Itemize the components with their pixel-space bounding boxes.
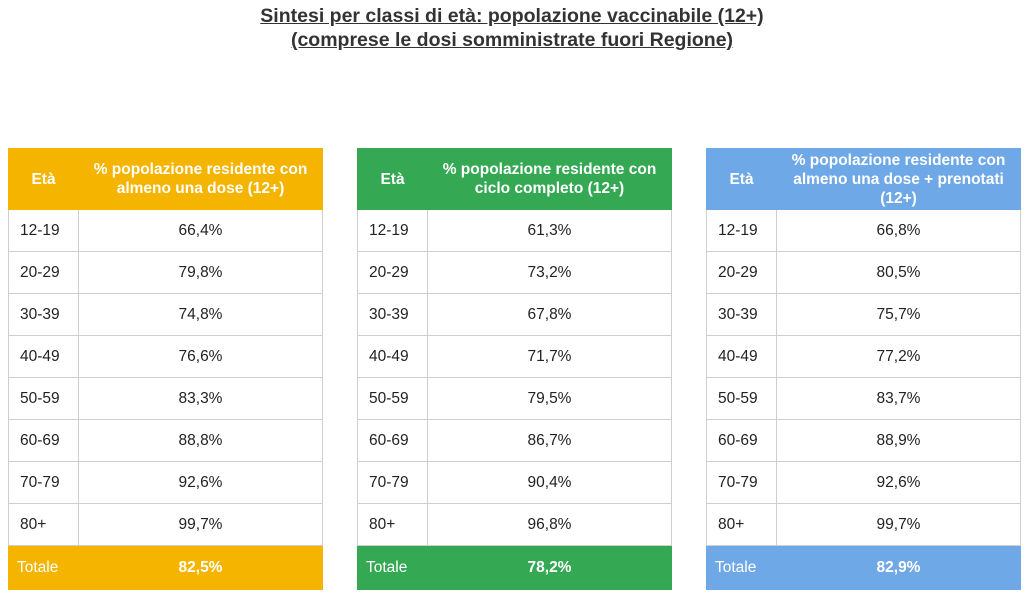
table-row: 40-49 77,2%	[706, 335, 1021, 378]
age-cell: 20-29	[706, 251, 777, 294]
table-header-row: Età % popolazione residente con almeno u…	[8, 148, 323, 210]
age-cell: 30-39	[706, 293, 777, 336]
table-row: 20-29 73,2%	[357, 251, 672, 294]
age-cell: 80+	[706, 503, 777, 546]
header-age: Età	[357, 148, 428, 210]
value-cell: 79,8%	[78, 251, 323, 294]
header-value: % popolazione residente con almeno una d…	[78, 148, 323, 210]
total-row: Totale 78,2%	[357, 545, 672, 590]
header-value: % popolazione residente con almeno una d…	[776, 148, 1021, 210]
age-cell: 40-49	[357, 335, 428, 378]
table-row: 60-69 88,8%	[8, 419, 323, 462]
value-cell: 66,8%	[776, 209, 1021, 252]
value-cell: 61,3%	[427, 209, 672, 252]
table-first-dose-plus-booked: Età % popolazione residente con almeno u…	[706, 148, 1021, 590]
value-cell: 83,3%	[78, 377, 323, 420]
age-cell: 40-49	[8, 335, 79, 378]
page-title: Sintesi per classi di età: popolazione v…	[0, 4, 1024, 52]
table-row: 60-69 88,9%	[706, 419, 1021, 462]
table-full-cycle: Età % popolazione residente con ciclo co…	[357, 148, 672, 590]
table-row: 50-59 83,3%	[8, 377, 323, 420]
age-cell: 80+	[357, 503, 428, 546]
value-cell: 67,8%	[427, 293, 672, 336]
value-cell: 73,2%	[427, 251, 672, 294]
age-cell: 50-59	[706, 377, 777, 420]
table-row: 70-79 90,4%	[357, 461, 672, 504]
table-row: 70-79 92,6%	[706, 461, 1021, 504]
table-row: 30-39 74,8%	[8, 293, 323, 336]
table-row: 30-39 67,8%	[357, 293, 672, 336]
value-cell: 96,8%	[427, 503, 672, 546]
age-cell: 30-39	[357, 293, 428, 336]
value-cell: 77,2%	[776, 335, 1021, 378]
age-cell: 20-29	[8, 251, 79, 294]
table-row: 20-29 79,8%	[8, 251, 323, 294]
age-cell: 70-79	[8, 461, 79, 504]
table-row: 30-39 75,7%	[706, 293, 1021, 336]
age-cell: 50-59	[357, 377, 428, 420]
value-cell: 90,4%	[427, 461, 672, 504]
age-cell: 40-49	[706, 335, 777, 378]
age-cell: 80+	[8, 503, 79, 546]
table-header-row: Età % popolazione residente con almeno u…	[706, 148, 1021, 210]
table-row: 80+ 99,7%	[706, 503, 1021, 546]
age-cell: 50-59	[8, 377, 79, 420]
value-cell: 71,7%	[427, 335, 672, 378]
table-body: 12-19 66,4% 20-29 79,8% 30-39 74,8% 40-49 76,6%…	[8, 209, 323, 590]
value-cell: 86,7%	[427, 419, 672, 462]
total-row: Totale 82,9%	[706, 545, 1021, 590]
title-line-2: (comprese le dosi somministrate fuori Re…	[290, 29, 734, 51]
total-row: Totale 82,5%	[8, 545, 323, 590]
title-line-1: Sintesi per classi di età: popolazione v…	[260, 5, 764, 27]
table-row: 20-29 80,5%	[706, 251, 1021, 294]
age-cell: 12-19	[8, 209, 79, 252]
table-row: 12-19 66,8%	[706, 209, 1021, 252]
age-cell: 70-79	[357, 461, 428, 504]
value-cell: 75,7%	[776, 293, 1021, 336]
table-row: 50-59 79,5%	[357, 377, 672, 420]
total-value: 78,2%	[427, 545, 672, 590]
table-row: 40-49 71,7%	[357, 335, 672, 378]
header-age: Età	[8, 148, 79, 210]
value-cell: 74,8%	[78, 293, 323, 336]
total-value: 82,5%	[78, 545, 323, 590]
value-cell: 99,7%	[776, 503, 1021, 546]
table-header-row: Età % popolazione residente con ciclo co…	[357, 148, 672, 210]
table-body: 12-19 61,3% 20-29 73,2% 30-39 67,8% 40-49 71,7%…	[357, 209, 672, 590]
total-label: Totale	[8, 545, 79, 590]
age-cell: 12-19	[706, 209, 777, 252]
age-cell: 70-79	[706, 461, 777, 504]
total-value: 82,9%	[776, 545, 1021, 590]
table-row: 60-69 86,7%	[357, 419, 672, 462]
age-cell: 12-19	[357, 209, 428, 252]
table-row: 12-19 66,4%	[8, 209, 323, 252]
value-cell: 99,7%	[78, 503, 323, 546]
value-cell: 88,9%	[776, 419, 1021, 462]
value-cell: 83,7%	[776, 377, 1021, 420]
table-row: 12-19 61,3%	[357, 209, 672, 252]
header-value: % popolazione residente con ciclo comple…	[427, 148, 672, 210]
age-cell: 60-69	[8, 419, 79, 462]
value-cell: 88,8%	[78, 419, 323, 462]
table-body: 12-19 66,8% 20-29 80,5% 30-39 75,7% 40-49 77,2%…	[706, 209, 1021, 590]
value-cell: 80,5%	[776, 251, 1021, 294]
age-cell: 60-69	[706, 419, 777, 462]
table-first-dose: Età % popolazione residente con almeno u…	[8, 148, 323, 590]
value-cell: 66,4%	[78, 209, 323, 252]
total-label: Totale	[357, 545, 428, 590]
value-cell: 92,6%	[776, 461, 1021, 504]
table-row: 80+ 96,8%	[357, 503, 672, 546]
age-cell: 20-29	[357, 251, 428, 294]
total-label: Totale	[706, 545, 777, 590]
age-cell: 60-69	[357, 419, 428, 462]
table-row: 70-79 92,6%	[8, 461, 323, 504]
table-row: 40-49 76,6%	[8, 335, 323, 378]
header-age: Età	[706, 148, 777, 210]
value-cell: 76,6%	[78, 335, 323, 378]
table-row: 80+ 99,7%	[8, 503, 323, 546]
value-cell: 79,5%	[427, 377, 672, 420]
value-cell: 92,6%	[78, 461, 323, 504]
table-row: 50-59 83,7%	[706, 377, 1021, 420]
age-cell: 30-39	[8, 293, 79, 336]
